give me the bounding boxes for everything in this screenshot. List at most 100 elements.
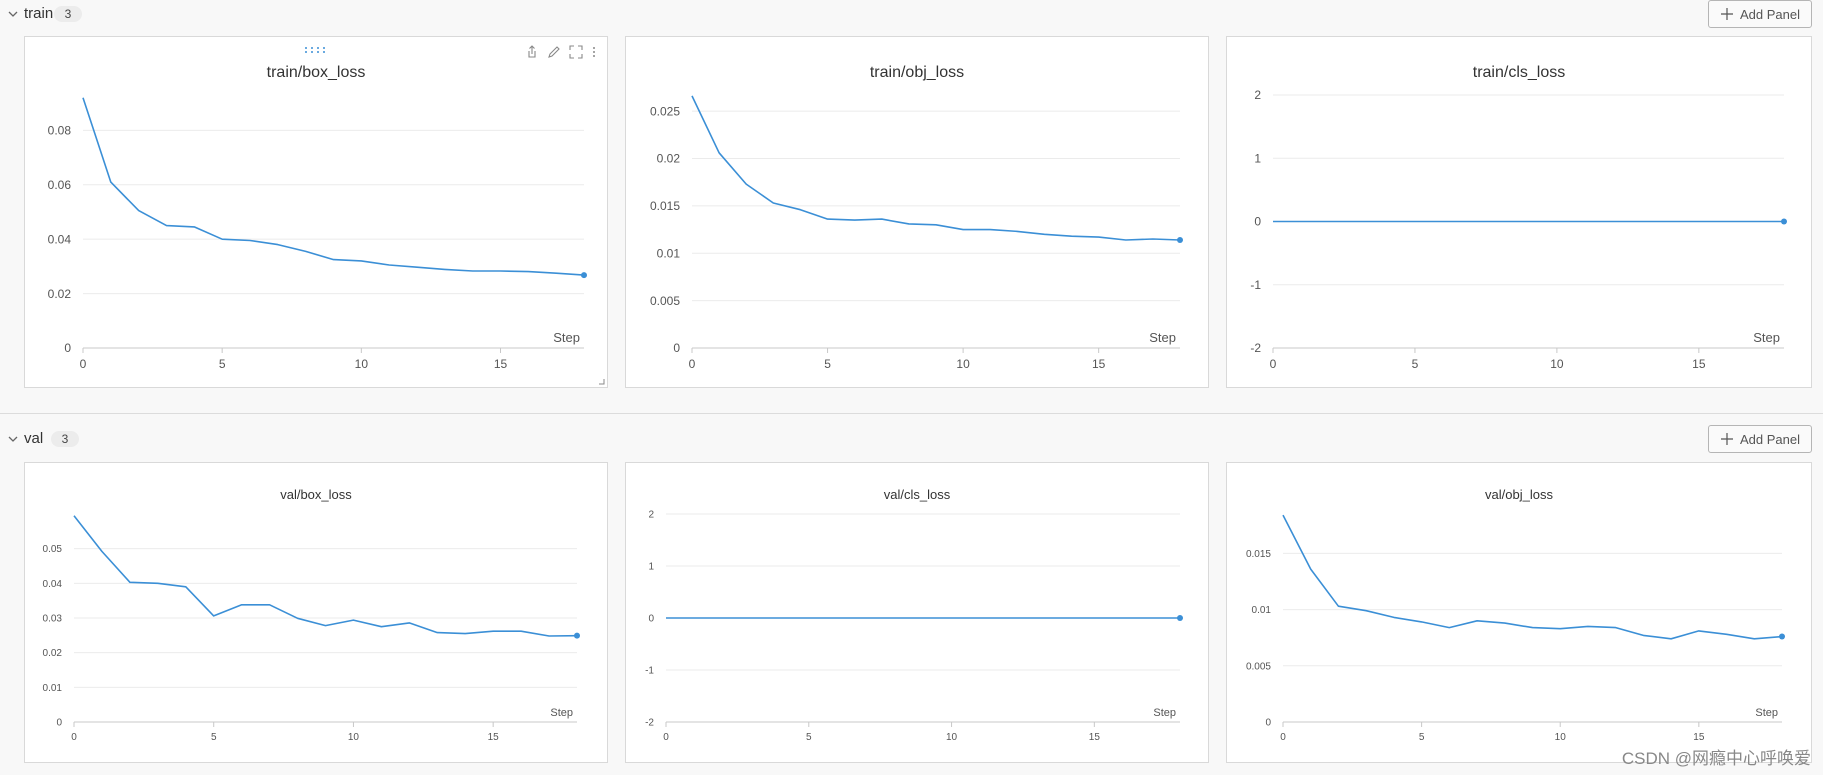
x-tick-label: 10 [946, 732, 958, 743]
line-chart: -2 -1 0 1 2 0 5 10 15 Step [1250, 88, 1787, 371]
y-tick-label: -2 [1250, 341, 1261, 355]
chart-panel-val-cls-loss[interactable]: -2 -1 0 1 2 0 5 10 15 Step val/cls_loss [625, 462, 1209, 763]
line-chart: 0 0.005 0.01 0.015 0 5 10 15 Step [1246, 514, 1785, 743]
x-tick-label: 10 [956, 357, 970, 371]
last-point-marker[interactable] [574, 632, 580, 639]
y-tick-label: 0 [1254, 215, 1261, 229]
y-tick-label: 0.005 [650, 294, 680, 308]
add-panel-button[interactable]: Add Panel [1708, 0, 1812, 28]
y-tick-label: 0.01 [657, 246, 681, 260]
last-point-marker[interactable] [1779, 633, 1785, 640]
y-tick-label: 2 [648, 510, 654, 521]
x-tick-label: 15 [1092, 357, 1106, 371]
last-point-marker[interactable] [1781, 218, 1787, 225]
x-axis-label: Step [1149, 330, 1176, 345]
x-tick-label: 5 [1419, 732, 1425, 743]
x-axis-label: Step [553, 330, 580, 345]
series-line[interactable] [1282, 514, 1783, 640]
line-chart: 0 0.005 0.01 0.015 0.02 0.025 0 5 10 15 Step [650, 95, 1183, 371]
drag-handle-icon[interactable] [304, 46, 328, 54]
last-point-marker[interactable] [581, 272, 587, 279]
x-tick-label: 10 [1555, 732, 1567, 743]
y-tick-label: 1 [1254, 151, 1261, 165]
x-axis-label: Step [1153, 707, 1176, 719]
panel-count-badge: 3 [54, 6, 82, 22]
x-tick-label: 0 [689, 357, 696, 371]
last-point-marker[interactable] [1177, 615, 1183, 621]
x-tick-label: 15 [494, 357, 508, 371]
section-divider [0, 413, 1823, 414]
y-tick-label: 0.02 [43, 648, 63, 659]
y-tick-label: -2 [645, 718, 654, 729]
line-chart: -2 -1 0 1 2 0 5 10 15 Step [645, 510, 1183, 743]
y-tick-label: 0.08 [48, 124, 72, 138]
chart-panel-train-obj-loss[interactable]: 0 0.005 0.01 0.015 0.02 0.025 0 5 10 15 Step train/… [625, 36, 1209, 388]
x-tick-label: 10 [348, 732, 360, 743]
section-title-train[interactable]: train [24, 5, 54, 22]
y-tick-label: 0.005 [1246, 661, 1271, 672]
y-tick-label: 0.05 [43, 544, 63, 555]
y-tick-label: 0.02 [48, 287, 72, 301]
x-tick-label: 5 [211, 732, 217, 743]
x-tick-label: 15 [488, 732, 500, 743]
y-tick-label: 0.04 [43, 579, 63, 590]
edit-pencil-icon[interactable] [547, 45, 561, 59]
x-axis-label: Step [550, 707, 573, 719]
y-tick-label: 1 [648, 562, 654, 573]
panel-toolbar [525, 45, 597, 59]
watermark: CSDN @网瘾中心呼唤爱 [1621, 749, 1811, 768]
last-point-marker[interactable] [1177, 236, 1183, 243]
chevron-down-icon[interactable] [6, 7, 20, 21]
y-tick-label: -1 [645, 666, 654, 677]
line-chart: 0 0.01 0.02 0.03 0.04 0.05 0 5 10 15 Step [43, 515, 580, 743]
y-tick-label: 0 [1265, 718, 1271, 729]
series-line[interactable] [691, 95, 1181, 241]
y-tick-label: 0.02 [657, 152, 681, 166]
chart-title: train/obj_loss [869, 64, 965, 81]
y-tick-label: 0.06 [48, 178, 72, 192]
section-header-val: val 3 Add Panel [0, 425, 1823, 453]
series-line[interactable] [73, 515, 578, 637]
chart-title: val/obj_loss [1485, 487, 1553, 502]
section-header-train: train 3 Add Panel [0, 0, 1823, 28]
x-tick-label: 15 [1692, 357, 1706, 371]
y-tick-label: -1 [1250, 278, 1261, 292]
y-tick-label: 2 [1254, 88, 1261, 102]
series-line[interactable] [82, 97, 585, 276]
y-tick-label: 0.01 [43, 683, 63, 694]
chart-title: val/box_loss [280, 487, 352, 502]
section-title-val[interactable]: val [24, 430, 44, 447]
chart-panel-val-obj-loss[interactable]: 0 0.005 0.01 0.015 0 5 10 15 Step val/obj_loss [1226, 462, 1812, 763]
y-tick-label: 0 [56, 718, 62, 729]
x-tick-label: 5 [1412, 357, 1419, 371]
add-panel-label: Add Panel [1740, 6, 1800, 22]
x-tick-label: 15 [1693, 732, 1705, 743]
chart-panel-val-box-loss[interactable]: 0 0.01 0.02 0.03 0.04 0.05 0 5 10 15 Step val/box_l… [24, 462, 608, 763]
x-tick-label: 0 [1280, 732, 1286, 743]
y-tick-label: 0.03 [43, 614, 63, 625]
y-tick-label: 0.01 [1252, 605, 1272, 616]
chart-panel-train-cls-loss[interactable]: -2 -1 0 1 2 0 5 10 15 Step train/cls_loss [1226, 36, 1812, 388]
y-tick-label: 0.015 [1246, 549, 1271, 560]
x-tick-label: 10 [1550, 357, 1564, 371]
add-panel-button[interactable]: Add Panel [1708, 425, 1812, 453]
y-tick-label: 0 [648, 614, 654, 625]
chart-panel-train-box-loss[interactable]: 0 0.02 0.04 0.06 0.08 0 5 10 15 Step train/box_lo… [24, 36, 608, 388]
y-tick-label: 0.04 [48, 232, 72, 246]
more-options-icon[interactable] [591, 45, 597, 59]
chevron-down-icon[interactable] [6, 432, 20, 446]
x-tick-label: 0 [1270, 357, 1277, 371]
line-chart: 0 0.02 0.04 0.06 0.08 0 5 10 15 Step [48, 97, 587, 371]
x-tick-label: 0 [71, 732, 77, 743]
x-tick-label: 0 [663, 732, 669, 743]
resize-handle-icon[interactable] [598, 378, 605, 385]
x-tick-label: 0 [80, 357, 87, 371]
y-tick-label: 0.015 [650, 199, 680, 213]
x-tick-label: 5 [219, 357, 226, 371]
y-tick-label: 0.025 [650, 104, 680, 118]
x-axis-label: Step [1753, 330, 1780, 345]
y-tick-label: 0 [64, 341, 71, 355]
export-icon[interactable] [525, 45, 539, 59]
fullscreen-icon[interactable] [569, 45, 583, 59]
plus-icon [1721, 8, 1733, 20]
